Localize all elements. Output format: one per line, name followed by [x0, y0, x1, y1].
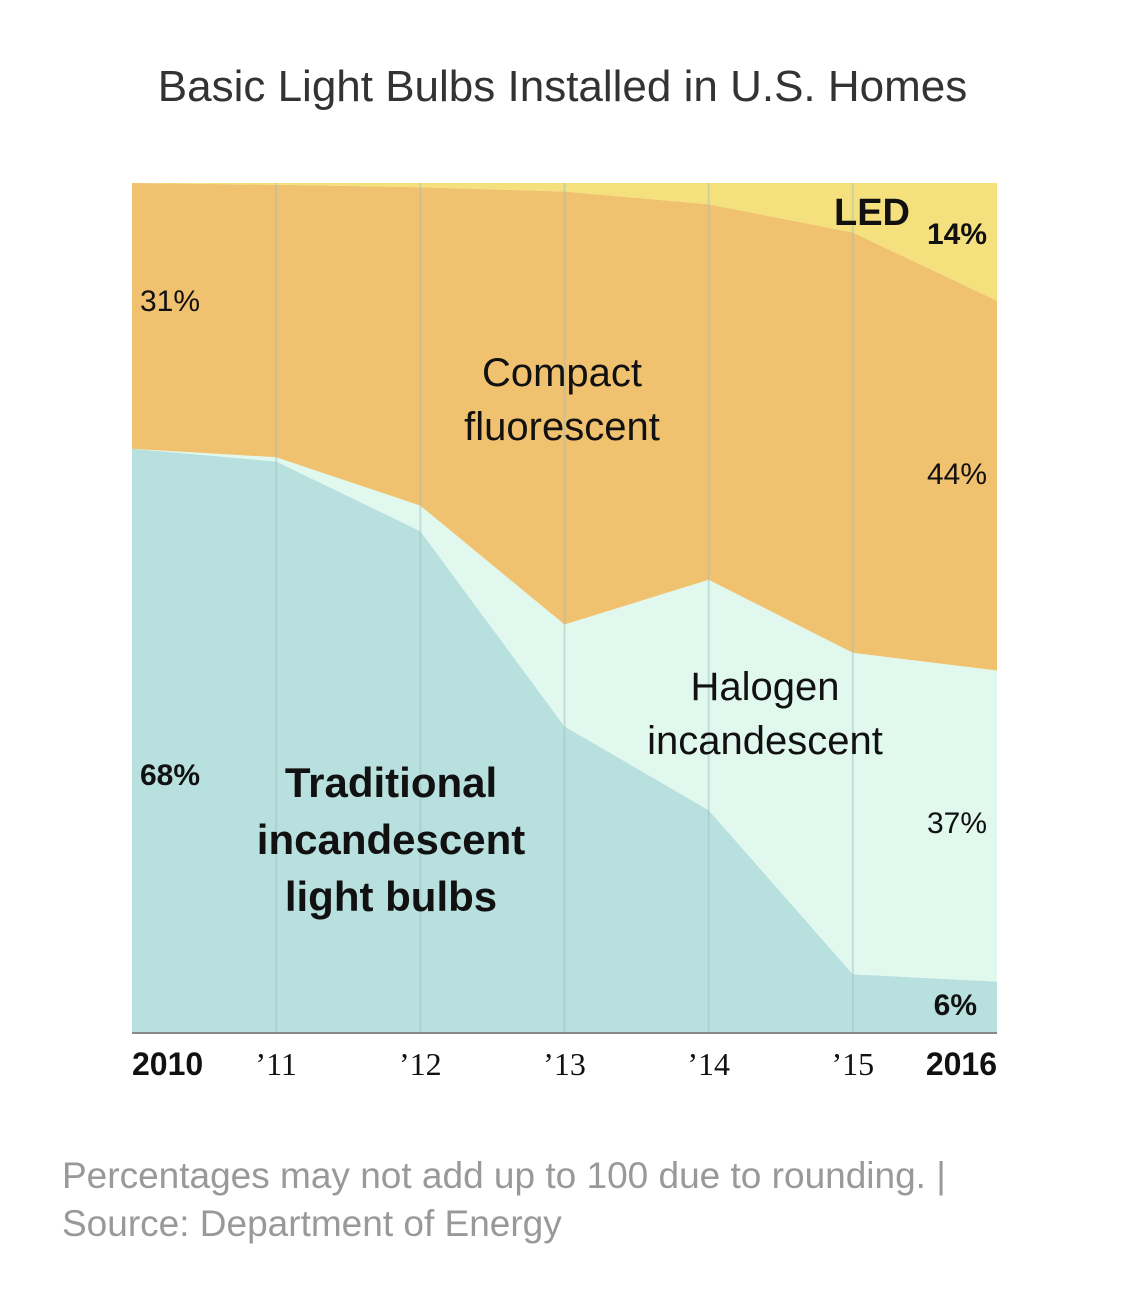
series-label-halogen: Halogen — [690, 665, 839, 709]
x-tick-label-2011: ’11 — [255, 1046, 296, 1082]
series-label-halogen: incandescent — [647, 719, 883, 763]
x-tick-label-2013: ’13 — [543, 1046, 586, 1082]
data-label-trad_2016: 6% — [934, 989, 977, 1022]
series-label-cfl: Compact — [482, 351, 642, 395]
area-led — [132, 183, 997, 301]
x-tick-label-2016: 2016 — [926, 1046, 997, 1082]
series-label-led: LED — [834, 192, 910, 234]
footnote-source: Source: Department of Energy — [62, 1203, 562, 1244]
x-tick-label-2010: 2010 — [132, 1046, 203, 1082]
data-label-halogen_2016: 37% — [927, 807, 987, 840]
series-label-traditional: light bulbs — [285, 873, 497, 920]
x-tick-label-2012: ’12 — [399, 1046, 442, 1082]
area-traditional — [132, 448, 997, 1032]
area-cfl — [132, 183, 997, 671]
series-label-cfl: fluorescent — [464, 405, 660, 449]
area-halogen — [132, 448, 997, 982]
x-tick-label-2015: ’15 — [832, 1046, 875, 1082]
chart-title: Basic Light Bulbs Installed in U.S. Home… — [157, 62, 968, 111]
data-label-cfl_2010: 31% — [140, 285, 200, 318]
data-label-led_2016: 14% — [927, 218, 987, 251]
footnote-rounding-note: Percentages may not add up to 100 due to… — [62, 1155, 946, 1196]
series-label-traditional: Traditional — [285, 759, 497, 806]
data-label-trad_2010: 68% — [140, 759, 200, 792]
footnote: Percentages may not add up to 100 due to… — [62, 1152, 1062, 1248]
x-tick-label-2014: ’14 — [687, 1046, 730, 1082]
series-label-traditional: incandescent — [257, 816, 525, 863]
data-label-cfl_2016: 44% — [927, 458, 987, 491]
stacked-area-chart: 2010 ’11 ’12 ’13 ’14 ’15 2016 Traditional incand… — [132, 183, 997, 1082]
